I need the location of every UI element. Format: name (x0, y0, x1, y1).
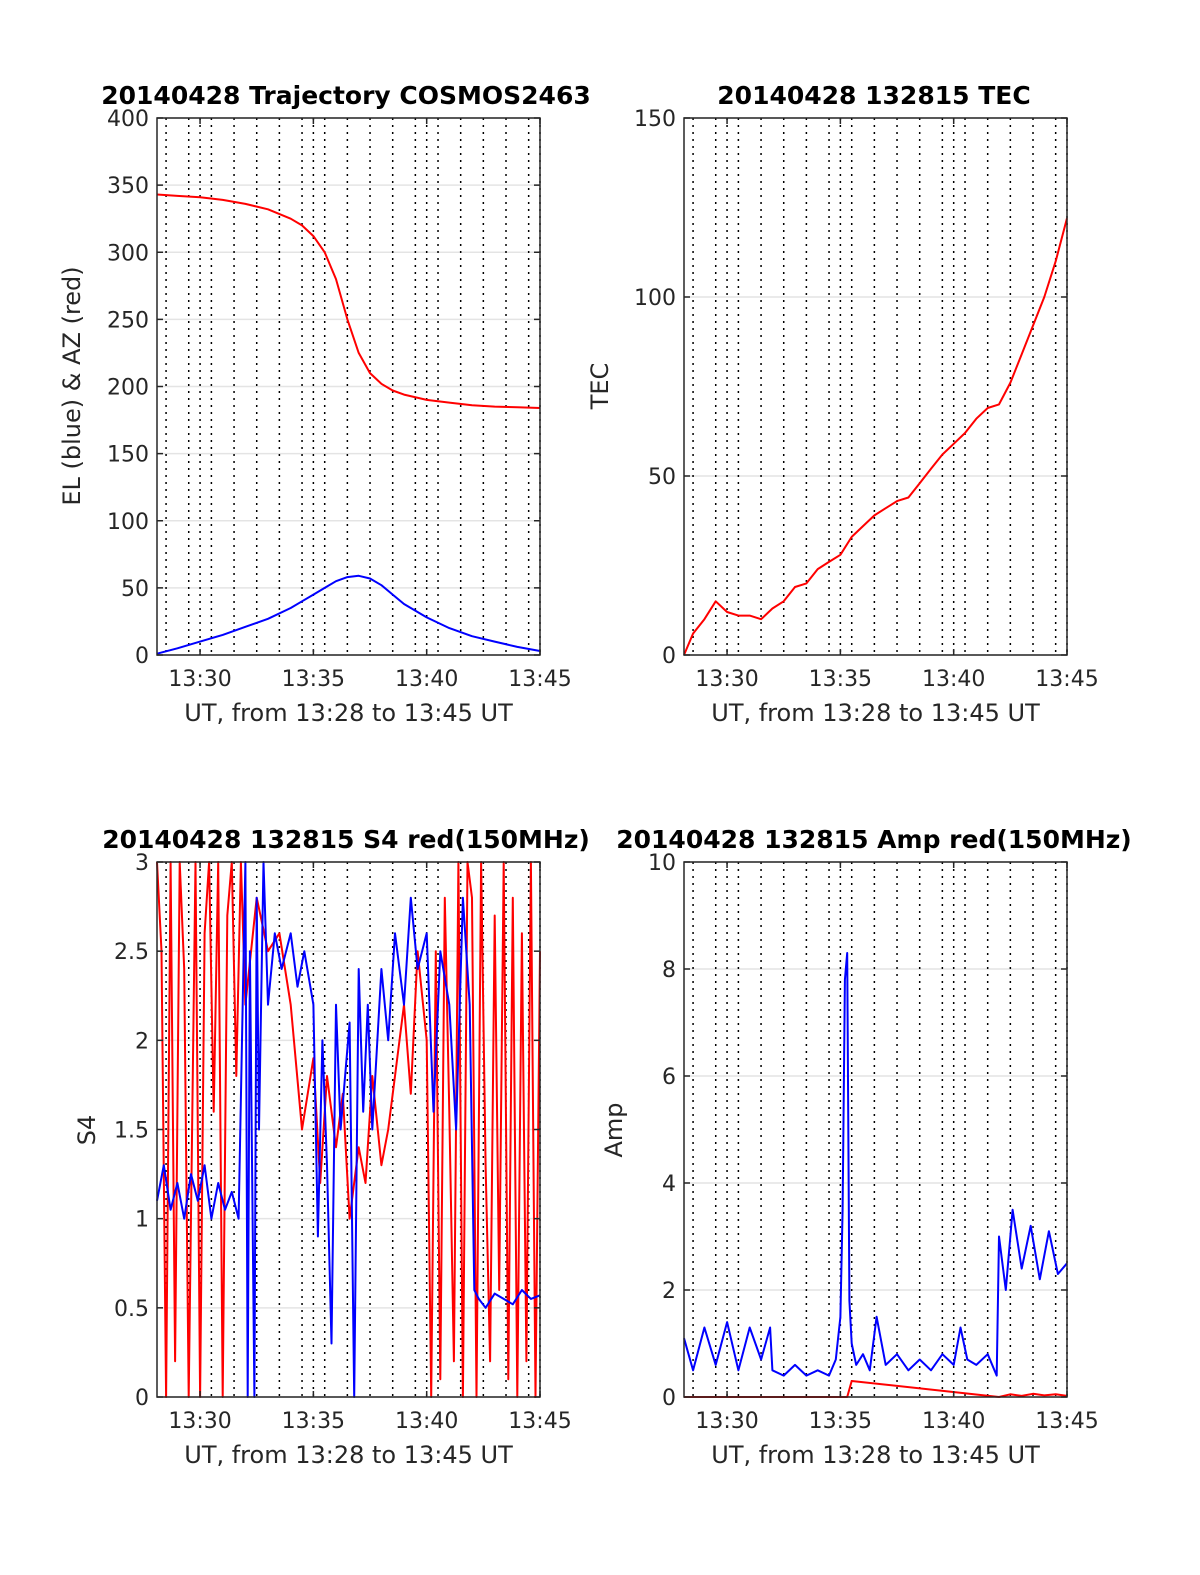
x-tick-label: 13:40 (922, 667, 985, 692)
y-tick-label: 100 (634, 286, 676, 311)
x-axis-label: UT, from 13:28 to 13:45 UT (184, 699, 513, 727)
x-tick-label: 13:35 (282, 1409, 345, 1434)
y-tick-label: 250 (107, 308, 149, 333)
series-line-1 (684, 1380, 1068, 1398)
y-tick-label: 0.5 (114, 1297, 149, 1322)
y-tick-label: 0 (662, 644, 676, 669)
y-tick-label: 2.5 (114, 940, 149, 965)
chart-panel-1: 0 50 100 150 200 250 300 350 400 13:30 13:35 13:40 1… (58, 81, 591, 727)
y-axis-label: EL (blue) & AZ (red) (58, 266, 86, 505)
chart-panel-2: 0 50 100 150 13:30 13:35 13:40 13:45 UT, from 13… (586, 81, 1099, 727)
x-tick-label: 13:45 (508, 667, 571, 692)
y-tick-label: 150 (634, 107, 676, 132)
series-line-2 (156, 574, 541, 655)
chart-panel-3: 0 0.5 1 1.5 2 2.5 3 13:30 13:35 13:40 13:45 UT, fro… (73, 825, 590, 1469)
series-line-2 (156, 861, 541, 1398)
chart-title: 20140428 132815 Amp red(150MHz) (616, 825, 1132, 854)
x-tick-label: 13:35 (809, 1409, 872, 1434)
y-tick-label: 6 (662, 1065, 676, 1090)
x-tick-label: 13:35 (809, 667, 872, 692)
series-line-1 (156, 861, 541, 1398)
y-tick-label: 50 (648, 465, 676, 490)
x-tick-label: 13:30 (695, 1409, 758, 1434)
x-tick-label: 13:30 (168, 667, 231, 692)
x-axis-label: UT, from 13:28 to 13:45 UT (711, 699, 1040, 727)
y-tick-label: 350 (107, 174, 149, 199)
y-tick-label: 4 (662, 1172, 676, 1197)
y-tick-label: 1 (135, 1208, 149, 1233)
y-tick-label: 1.5 (114, 1119, 149, 1144)
chart-title: 20140428 Trajectory COSMOS2463 (101, 81, 591, 110)
y-axis-label: S4 (73, 1115, 101, 1146)
y-tick-label: 100 (107, 510, 149, 535)
series-line-1 (683, 217, 1068, 656)
axes-box (683, 117, 1068, 656)
chart-title: 20140428 132815 TEC (717, 81, 1030, 110)
x-tick-label: 13:45 (1035, 1409, 1098, 1434)
y-tick-label: 3 (135, 851, 149, 876)
series-line-1 (156, 193, 541, 409)
x-tick-label: 13:35 (282, 667, 345, 692)
x-tick-label: 13:40 (395, 1409, 458, 1434)
y-tick-label: 8 (662, 958, 676, 983)
y-tick-label: 0 (662, 1386, 676, 1411)
series-line-2 (683, 952, 1068, 1377)
x-tick-label: 13:45 (1035, 667, 1098, 692)
chart-title: 20140428 132815 S4 red(150MHz) (102, 825, 590, 854)
x-axis-label: UT, from 13:28 to 13:45 UT (711, 1441, 1040, 1469)
y-tick-label: 400 (107, 107, 149, 132)
y-tick-label: 50 (121, 577, 149, 602)
x-tick-label: 13:40 (395, 667, 458, 692)
y-tick-label: 10 (648, 851, 676, 876)
x-tick-label: 13:30 (695, 667, 758, 692)
x-axis-label: UT, from 13:28 to 13:45 UT (184, 1441, 513, 1469)
axes-box (683, 861, 1068, 1398)
y-tick-label: 150 (107, 443, 149, 468)
y-tick-label: 0 (135, 644, 149, 669)
y-tick-label: 2 (135, 1029, 149, 1054)
x-tick-label: 13:30 (168, 1409, 231, 1434)
x-tick-label: 13:45 (508, 1409, 571, 1434)
y-axis-label: TEC (586, 363, 614, 411)
y-tick-label: 200 (107, 376, 149, 401)
y-tick-label: 0 (135, 1386, 149, 1411)
chart-panel-4: 0 2 4 6 8 10 13:30 13:35 13:40 13:45 UT, from 13:2… (600, 825, 1132, 1469)
y-tick-label: 300 (107, 241, 149, 266)
y-axis-label: Amp (600, 1102, 628, 1157)
y-tick-label: 2 (662, 1279, 676, 1304)
x-tick-label: 13:40 (922, 1409, 985, 1434)
